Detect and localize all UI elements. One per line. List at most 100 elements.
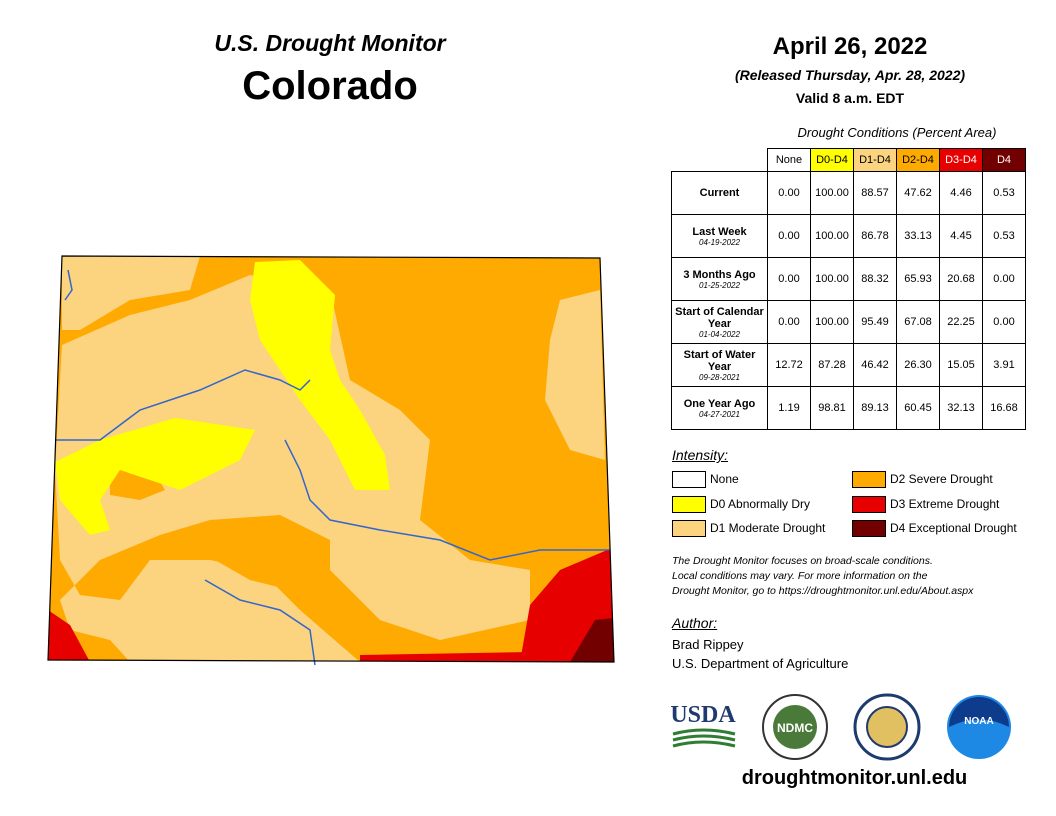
d0-area	[250, 260, 390, 490]
column-header: D4	[982, 148, 1026, 172]
legend-label: None	[710, 472, 739, 486]
row-label: One Year Ago 04-27-2021	[671, 386, 768, 430]
note-line: The Drought Monitor focuses on broad-sca…	[672, 555, 933, 567]
legend-swatch	[852, 471, 886, 488]
cell: 46.42	[853, 343, 897, 387]
d1-area	[62, 256, 200, 330]
legend-label: D3 Extreme Drought	[890, 496, 1000, 511]
author-name: Brad Rippey	[672, 637, 744, 652]
row-name: Current	[699, 187, 740, 199]
website: droughtmonitor.unl.edu	[741, 767, 968, 789]
legend-label: D1 Moderate Drought	[710, 521, 826, 535]
cell: 26.30	[896, 343, 940, 387]
legend-label: D4 Exceptional Drought	[890, 521, 1017, 535]
row-name: One Year Ago	[683, 397, 756, 410]
cell: 0.00	[982, 300, 1026, 344]
state-outline	[47, 255, 615, 663]
rivers	[55, 269, 610, 666]
cell: 4.46	[939, 171, 983, 215]
d3-area	[360, 652, 530, 662]
d2-area	[210, 515, 330, 590]
legend-title: Intensity:	[672, 447, 729, 463]
legend-swatch	[852, 520, 886, 537]
column-header: None	[767, 148, 811, 172]
cell: 88.32	[853, 257, 897, 301]
cell: 0.00	[767, 171, 811, 215]
cell: 0.00	[767, 214, 811, 258]
row-label: 3 Months Ago 01-25-2022	[671, 257, 768, 301]
usda-logo: USDA	[670, 702, 736, 728]
cell: 100.00	[810, 214, 854, 258]
column-header: D2-D4	[896, 148, 940, 172]
row-name: Last Week	[692, 225, 747, 238]
cell: 0.53	[982, 171, 1026, 215]
row-label: Start of Water Year 09-28-2021	[671, 343, 768, 387]
table-row: Start of Calendar Year 01-04-2022 0.00 100.…	[671, 300, 1026, 344]
cell: 87.28	[810, 343, 854, 387]
state-name: Colorado	[242, 64, 418, 108]
cell: 33.13	[896, 214, 940, 258]
cell: 95.49	[853, 300, 897, 344]
cell: 60.45	[896, 386, 940, 430]
noaa-text: NOAA	[964, 716, 993, 727]
note: The Drought Monitor focuses on broad-sca…	[672, 554, 973, 599]
row-date: 04-27-2021	[699, 409, 740, 419]
note-line: Local conditions may vary. For more info…	[672, 570, 928, 582]
table-row: 3 Months Ago 01-25-2022 0.00 100.00 88.32 65.…	[671, 257, 1026, 301]
cell: 20.68	[939, 257, 983, 301]
d3-area	[48, 610, 90, 662]
legend-label: D2 Severe Drought	[890, 472, 993, 486]
cell: 32.13	[939, 386, 983, 430]
table-caption: Drought Conditions (Percent Area)	[797, 125, 997, 140]
cell: 67.08	[896, 300, 940, 344]
drought-areas	[48, 256, 614, 662]
legend-swatch	[672, 520, 706, 537]
cell: 3.91	[982, 343, 1026, 387]
cell: 15.05	[939, 343, 983, 387]
map-date: April 26, 2022	[772, 33, 928, 60]
cell: 0.00	[982, 257, 1026, 301]
ndmc-text: NDMC	[777, 721, 813, 735]
cell: 22.25	[939, 300, 983, 344]
valid-time: Valid 8 a.m. EDT	[795, 90, 905, 106]
legend-label: D0 Abnormally Dry	[710, 496, 811, 511]
cell: 86.78	[853, 214, 897, 258]
cell: 0.00	[767, 257, 811, 301]
row-label: Start of Calendar Year 01-04-2022	[671, 300, 768, 344]
d1-area	[55, 275, 530, 662]
header-row: None D0-D4 D1-D4 D2-D4 D3-D4 D4	[672, 148, 1026, 172]
cell: 12.72	[767, 343, 811, 387]
conditions-table: None D0-D4 D1-D4 D2-D4 D3-D4 D4 Current 0.00 100…	[671, 148, 1026, 430]
table-row: Start of Water Year 09-28-2021 12.72 87.28 4…	[671, 343, 1026, 387]
row-label: Current	[671, 171, 768, 215]
cell: 100.00	[810, 257, 854, 301]
cell: 1.19	[767, 386, 811, 430]
row-name: 3 Months Ago	[683, 268, 756, 281]
table-row: Last Week 04-19-2022 0.00 100.00 86.78 33.13 4…	[671, 214, 1026, 258]
cell: 88.57	[853, 171, 897, 215]
row-label: Last Week 04-19-2022	[671, 214, 768, 258]
cell: 65.93	[896, 257, 940, 301]
row-date: 01-04-2022	[699, 329, 740, 339]
row-date: 04-19-2022	[699, 237, 740, 247]
table-row: Current 0.00 100.00 88.57 47.62 4.46 0.53	[671, 171, 1026, 215]
cell: 100.00	[810, 171, 854, 215]
doc-inner	[866, 706, 908, 748]
title: U.S. Drought Monitor	[214, 30, 446, 56]
release-date: (Released Thursday, Apr. 28, 2022)	[734, 67, 966, 83]
cell: 4.45	[939, 214, 983, 258]
row-name: Start of Water Year	[683, 348, 756, 373]
ndmc-inner	[773, 705, 817, 749]
table-row: One Year Ago 04-27-2021 1.19 98.81 89.13 60.4…	[671, 386, 1026, 430]
column-header: D3-D4	[939, 148, 983, 172]
cell: 98.81	[810, 386, 854, 430]
note-line: Drought Monitor, go to https://droughtmo…	[672, 585, 974, 597]
corner	[672, 149, 768, 172]
usda-waves	[672, 728, 736, 748]
map	[47, 255, 615, 666]
legend-swatch	[672, 495, 706, 513]
author-org: U.S. Department of Agriculture	[672, 656, 849, 671]
d4-area	[570, 618, 614, 662]
legend-swatch	[672, 471, 706, 488]
